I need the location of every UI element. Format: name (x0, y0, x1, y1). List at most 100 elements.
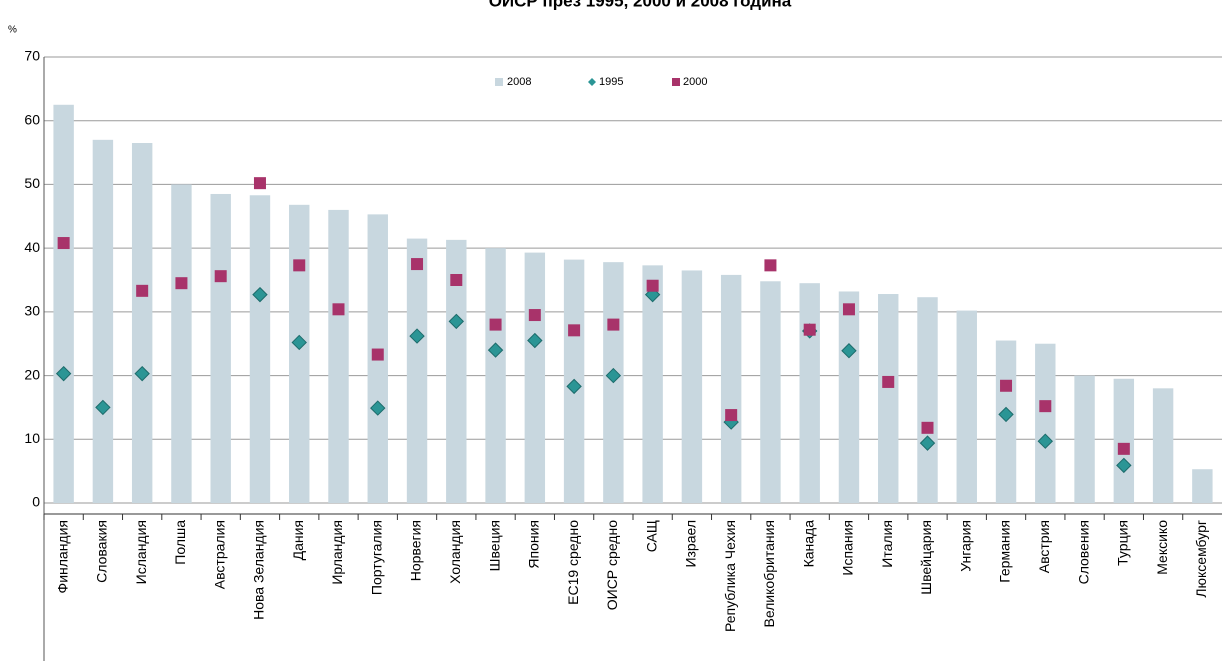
diamond-marker (998, 406, 1014, 423)
x-tick-label: Канада (800, 520, 816, 568)
diamond-marker (566, 378, 582, 395)
y-tick-label: 60 (24, 111, 40, 127)
square-marker (371, 348, 384, 361)
legend-swatch (672, 78, 680, 86)
bar (799, 283, 820, 503)
x-tick-label: ЕС19 средно (565, 520, 581, 605)
square-marker (842, 303, 855, 316)
x-tick-label: Австралия (211, 520, 227, 589)
square-marker (489, 318, 502, 331)
bar (92, 139, 114, 504)
bar (720, 274, 742, 503)
square-marker (921, 421, 934, 434)
square-marker (175, 277, 188, 290)
x-tick-label: Дания (290, 520, 306, 560)
bar (760, 281, 781, 503)
square-marker (528, 309, 541, 322)
diamond-marker (291, 334, 307, 351)
x-tick-label: Финландия (54, 520, 70, 593)
diamond-marker (1116, 457, 1132, 474)
square-marker (1117, 442, 1130, 455)
bar (53, 104, 74, 504)
bar (642, 265, 663, 503)
square-marker (1000, 379, 1013, 392)
x-tick-label: Словения (1075, 520, 1091, 584)
bar (485, 248, 506, 503)
x-tick-label: Япония (526, 520, 542, 569)
square-marker (882, 375, 895, 388)
square-marker (332, 303, 345, 316)
diamond-marker (134, 365, 150, 382)
bar (956, 310, 977, 503)
bar (328, 209, 349, 503)
legend-label: 1995 (599, 76, 623, 88)
diamond-marker (1037, 433, 1054, 449)
diamond-marker (409, 328, 425, 344)
x-tick-label: Австрия (1036, 520, 1052, 573)
x-tick-label: Норвегия (408, 520, 424, 581)
x-tick-label: Полша (172, 520, 188, 565)
bar (1113, 378, 1135, 503)
x-tick-label: Турция (1115, 520, 1131, 566)
diamond-marker (370, 400, 386, 416)
diamond-marker (487, 342, 504, 358)
bar (289, 204, 310, 503)
y-tick-label: 10 (24, 430, 40, 446)
square-marker (214, 270, 227, 283)
diamond-marker (919, 435, 936, 451)
x-tick-label: Холандия (447, 520, 463, 584)
square-marker (136, 284, 149, 297)
x-tick-label: Швейцария (918, 520, 934, 595)
bar (838, 291, 860, 503)
bar (524, 252, 546, 503)
y-axis-label: % (8, 25, 17, 36)
x-tick-label: Швеция (486, 520, 502, 571)
y-tick-label: 0 (32, 494, 40, 510)
x-tick-label: Словакия (94, 520, 110, 583)
x-tick-label: Испания (840, 520, 856, 576)
diamond-marker (605, 367, 622, 384)
bar (249, 195, 271, 503)
bar (210, 193, 231, 503)
diamond-marker (252, 286, 268, 303)
square-marker (568, 324, 581, 337)
legend-swatch (495, 78, 503, 86)
diamond-marker (527, 332, 543, 349)
diamond-marker (448, 313, 465, 330)
x-tick-label: Германия (997, 520, 1013, 583)
x-tick-label: Мексико (1154, 520, 1170, 575)
square-marker (646, 279, 659, 292)
x-tick-label: Португалия (368, 520, 384, 595)
legend-swatch (588, 78, 596, 86)
x-tick-label: Ирландия (329, 520, 345, 585)
legend-label: 2000 (683, 76, 707, 88)
bar (681, 270, 703, 503)
y-tick-label: 30 (24, 303, 40, 319)
x-tick-label: Италия (879, 520, 895, 568)
bar (878, 294, 899, 503)
x-tick-label: Израел (683, 520, 699, 568)
bar (406, 238, 428, 504)
diamond-marker (841, 343, 857, 359)
x-tick-label: Унгария (957, 520, 973, 572)
square-marker (764, 259, 777, 272)
square-marker (607, 318, 620, 331)
square-marker (57, 237, 70, 250)
x-tick-label: ОИСР средно (604, 520, 620, 610)
bar (1074, 375, 1095, 503)
bar (1192, 469, 1213, 503)
x-tick-label: Люксембург (1193, 520, 1209, 598)
x-tick-label: Нова Зеландия (251, 520, 267, 620)
square-marker (1039, 400, 1052, 413)
square-marker (725, 409, 738, 422)
y-tick-label: 40 (24, 239, 40, 255)
legend-label: 2008 (507, 76, 531, 88)
bar (917, 297, 938, 503)
x-tick-label: Република Чехия (722, 520, 738, 632)
diamond-marker (95, 399, 111, 416)
square-marker (803, 323, 816, 336)
x-tick-label: Исландия (133, 520, 149, 584)
y-tick-label: 20 (24, 366, 40, 382)
square-marker (411, 258, 424, 271)
